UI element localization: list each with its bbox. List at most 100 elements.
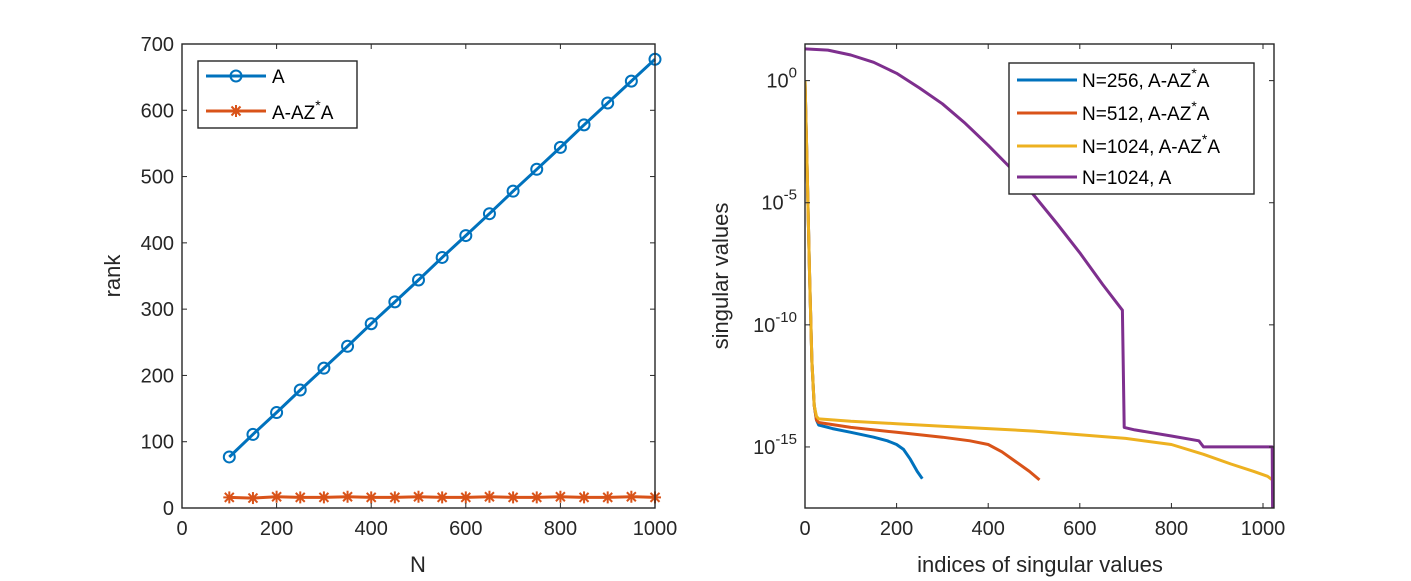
left-legend-box xyxy=(197,60,358,129)
legend-label-n512: N=512, A-AZ*A xyxy=(1082,98,1210,125)
right-x-tick-label: 0 xyxy=(799,518,810,540)
legend-label-a-az-a-sup: * xyxy=(315,97,321,113)
right-legend-box xyxy=(1008,62,1255,195)
legend-label-n1024-az-main: N=1024, A-AZ xyxy=(1082,137,1202,158)
legend-label-n1024-az-tail: A xyxy=(1207,137,1220,158)
left-point-star xyxy=(554,490,567,503)
left-point-star xyxy=(483,490,496,503)
right-x-tick-label: 400 xyxy=(972,518,1005,540)
left-x-axis-label: N xyxy=(410,552,426,577)
left-point-star xyxy=(388,491,401,504)
left-point-circle xyxy=(364,317,378,331)
left-point-star xyxy=(246,492,259,505)
left-point-circle xyxy=(624,74,638,88)
right-tick-layer: 0 200 400 600 800 1000 10-15 10-10 10-5 100 xyxy=(753,44,1285,540)
left-series-line-0 xyxy=(228,58,657,459)
legend-label-n256-tail: A xyxy=(1197,71,1210,92)
left-y-tick-label: 500 xyxy=(141,167,174,189)
left-y-tick-label: 200 xyxy=(141,365,174,387)
left-point-circle xyxy=(506,184,520,198)
legend-marker-a-az-a xyxy=(230,105,242,117)
left-y-axis-label: rank xyxy=(100,254,125,298)
left-point-star xyxy=(270,490,283,503)
left-point-circle xyxy=(435,250,449,264)
left-x-tick-label: 1000 xyxy=(633,518,678,540)
legend-label-n256: N=256, A-AZ*A xyxy=(1082,65,1210,92)
left-point-circle xyxy=(222,450,236,464)
legend-item-a: A xyxy=(206,67,285,88)
left-y-tick-label: 600 xyxy=(141,100,174,122)
left-point-circle xyxy=(412,273,425,287)
legend-marker-a xyxy=(229,69,243,83)
left-point-star xyxy=(223,491,236,504)
singular-series-layer xyxy=(805,47,1274,508)
left-y-tick-label: 0 xyxy=(163,498,174,520)
legend-item-n512: N=512, A-AZ*A xyxy=(1017,98,1210,125)
right-y-tick-label: 10-15 xyxy=(753,431,797,459)
left-point-circle xyxy=(482,207,496,221)
left-point-star xyxy=(507,491,520,504)
legend-label-n512-sup: * xyxy=(1191,98,1197,114)
left-x-tick-label: 400 xyxy=(355,518,388,540)
legend-label-a: A xyxy=(272,67,285,88)
legend-label-n1024-a: N=1024, A xyxy=(1082,168,1172,189)
left-point-star xyxy=(412,490,425,503)
legend-item-n1024-az: N=1024, A-AZ*A xyxy=(1017,131,1220,158)
left-x-tick-label: 800 xyxy=(544,518,577,540)
left-point-circle xyxy=(577,118,591,132)
left-x-tick-label: 0 xyxy=(176,518,187,540)
right-axes-box xyxy=(804,43,1275,509)
legend-item-n256: N=256, A-AZ*A xyxy=(1017,65,1210,92)
left-point-circle xyxy=(246,427,260,441)
left-point-circle xyxy=(459,229,473,243)
left-point-circle xyxy=(341,339,355,353)
right-x-tick-label: 1000 xyxy=(1241,518,1286,540)
right-legend: N=256, A-AZ*A N=512, A-AZ*A N=1024, A-AZ… xyxy=(1008,62,1255,195)
singular-values-chart: 0 200 400 600 800 1000 10-15 10-10 10-5 100 indic… xyxy=(708,43,1285,577)
left-x-tick-label: 200 xyxy=(260,518,293,540)
legend-label-n256-sup: * xyxy=(1191,65,1197,81)
legend-label-n512-tail: A xyxy=(1197,104,1210,125)
left-y-tick-label: 700 xyxy=(141,34,174,56)
left-point-star xyxy=(578,491,591,504)
left-y-tick-label: 300 xyxy=(141,299,174,321)
right-y-tick-label: 100 xyxy=(766,65,797,93)
legend-label-a-az-a-tail: A xyxy=(321,103,334,124)
legend-label-n256-main: N=256, A-AZ xyxy=(1082,71,1192,92)
left-point-star xyxy=(317,491,330,504)
right-series-line-2 xyxy=(805,80,1274,483)
left-y-tick-label: 100 xyxy=(141,432,174,454)
left-point-circle xyxy=(317,361,331,375)
legend-label-n1024-a-main: N=1024, A xyxy=(1082,168,1172,189)
left-axes-box xyxy=(181,43,656,509)
left-point-circle xyxy=(270,406,284,420)
right-series-line-3 xyxy=(805,47,1274,508)
left-point-star xyxy=(459,491,472,504)
legend-label-a-az-a-main: A-AZ xyxy=(272,103,316,124)
right-x-axis-label: indices of singular values xyxy=(917,552,1163,577)
right-x-tick-label: 800 xyxy=(1155,518,1188,540)
left-point-star xyxy=(530,491,543,504)
left-x-tick-label: 600 xyxy=(449,518,482,540)
left-legend: A A-AZ*A xyxy=(197,60,358,129)
left-point-star xyxy=(436,491,449,504)
rank-series-layer xyxy=(222,52,662,505)
left-y-tick-label: 400 xyxy=(141,233,174,255)
right-x-tick-label: 200 xyxy=(880,518,913,540)
left-point-star xyxy=(625,490,638,503)
left-point-circle xyxy=(530,162,544,176)
legend-label-n1024-az: N=1024, A-AZ*A xyxy=(1082,131,1220,158)
legend-label-a-az-a: A-AZ*A xyxy=(272,97,334,124)
legend-label-n1024-az-sup: * xyxy=(1202,131,1208,147)
left-point-star xyxy=(341,490,354,503)
legend-label-a-main: A xyxy=(272,67,285,88)
left-point-star xyxy=(294,491,307,504)
legend-label-n512-main: N=512, A-AZ xyxy=(1082,104,1192,125)
left-point-circle xyxy=(553,140,567,154)
left-point-star xyxy=(365,491,378,504)
left-point-star xyxy=(601,491,614,504)
left-point-circle xyxy=(293,383,307,397)
legend-item-n1024-a: N=1024, A xyxy=(1017,168,1172,189)
left-point-circle xyxy=(601,96,615,110)
